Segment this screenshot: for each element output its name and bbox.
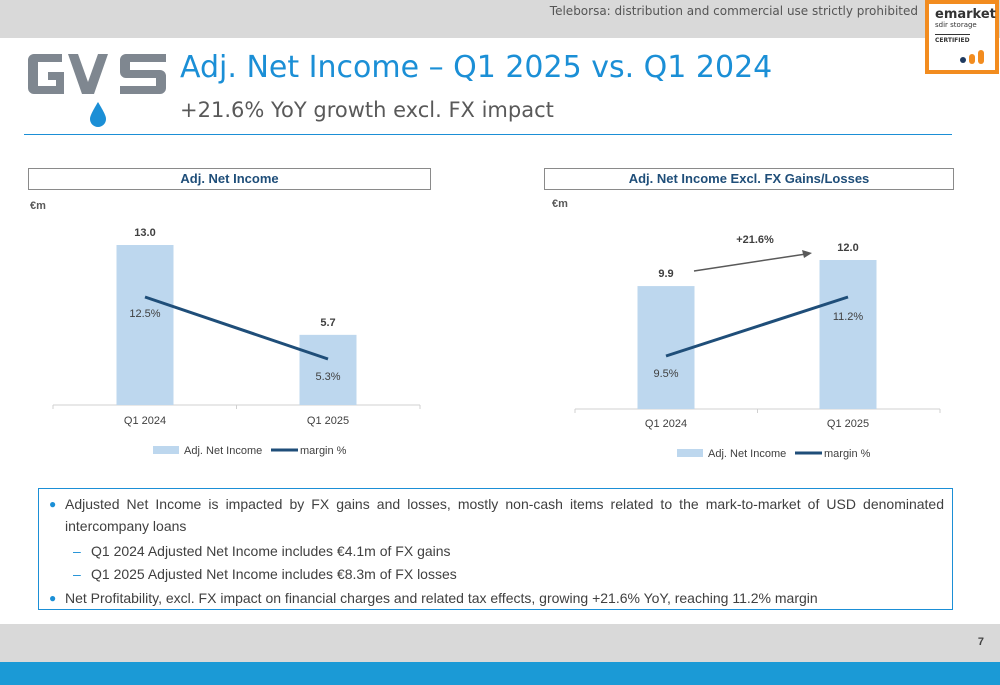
emarket-storage-badge: emarket sdir storage CERTIFIED: [925, 0, 999, 74]
note-bullet-2: ● Net Profitability, excl. FX impact on f…: [49, 590, 818, 606]
note-sub-1: – Q1 2024 Adjusted Net Income includes €4…: [73, 543, 451, 559]
badge-line1: emarket: [935, 7, 996, 22]
disclaimer-text: Teleborsa: distribution and commercial u…: [549, 4, 918, 18]
chart2-margin-line: [665, 295, 849, 358]
chart2-category-label: Q1 2024: [645, 418, 687, 430]
note-bullet-1: ● Adjusted Net Income is impacted by FX g…: [49, 496, 944, 534]
chart2-bar-value-label: 9.9: [658, 268, 673, 280]
chart2-legend-bar-swatch: [677, 449, 703, 457]
badge-dots-icon: [960, 50, 984, 64]
title-divider: [24, 134, 952, 135]
gvs-logo: [28, 54, 166, 127]
chart1-category-label: Q1 2025: [307, 415, 349, 427]
top-bar: Teleborsa: distribution and commercial u…: [0, 0, 1000, 38]
page-subtitle: +21.6% YoY growth excl. FX impact: [180, 98, 554, 122]
note-bullet-2-text: Net Profitability, excl. FX impact on fi…: [65, 590, 818, 606]
chart1-bar: [299, 334, 357, 405]
chart2-margin-label: 9.5%: [653, 368, 678, 380]
chart2-growth-annotation: +21.6%: [736, 234, 774, 246]
chart2-growth-arrow: [693, 253, 807, 272]
chart2-title-box: Adj. Net Income Excl. FX Gains/Losses: [544, 168, 954, 190]
page-title: Adj. Net Income – Q1 2025 vs. Q1 2024: [180, 50, 773, 85]
badge-line2: sdir storage: [935, 21, 977, 29]
chart2-legend-bar-label: Adj. Net Income: [708, 448, 786, 460]
chart2-legend-line-label: margin %: [824, 448, 871, 460]
chart2-unit-label: €m: [552, 198, 568, 210]
chart2-bar: [637, 286, 695, 409]
chart1-unit-label: €m: [30, 200, 46, 212]
chart1-bar: [116, 245, 174, 405]
chart1-margin-label: 5.3%: [315, 371, 340, 383]
chart1-title: Adj. Net Income: [180, 171, 279, 186]
bottom-accent-bar: [0, 662, 1000, 685]
chart2-category-label: Q1 2025: [827, 418, 869, 430]
chart1-legend-bar-label: Adj. Net Income: [184, 445, 262, 457]
charts-canvas: €m 13.0 Q1 2024 5.7 Q1 2025 12.5% 5.3% Adj. Net…: [30, 198, 941, 460]
badge-line3: CERTIFIED: [935, 34, 970, 44]
chart1-margin-label: 12.5%: [129, 308, 160, 320]
notes-box: ● Adjusted Net Income is impacted by FX g…: [38, 488, 953, 610]
chart1-margin-line: [144, 295, 329, 361]
chart1-legend-bar-swatch: [153, 446, 179, 454]
chart2-bar-value-label: 12.0: [837, 242, 858, 254]
footer-bar: 7: [0, 624, 1000, 662]
chart2-bar: [819, 260, 877, 409]
note-sub-2: – Q1 2025 Adjusted Net Income includes €8…: [73, 566, 457, 582]
chart1-legend-line-label: margin %: [300, 445, 347, 457]
note-sub-2-text: Q1 2025 Adjusted Net Income includes €8.…: [91, 566, 457, 582]
note-bullet-1-text: Adjusted Net Income is impacted by FX ga…: [65, 496, 944, 534]
chart1-bar-value-label: 5.7: [320, 317, 335, 329]
chart1-title-box: Adj. Net Income: [28, 168, 431, 190]
chart2-title: Adj. Net Income Excl. FX Gains/Losses: [628, 171, 870, 186]
page-number: 7: [977, 636, 984, 648]
chart1-category-label: Q1 2024: [124, 415, 166, 427]
chart2-growth-arrowhead: [802, 250, 812, 258]
chart1-bar-value-label: 13.0: [134, 227, 155, 239]
chart2-margin-label: 11.2%: [833, 311, 864, 323]
note-sub-1-text: Q1 2024 Adjusted Net Income includes €4.…: [91, 543, 451, 559]
